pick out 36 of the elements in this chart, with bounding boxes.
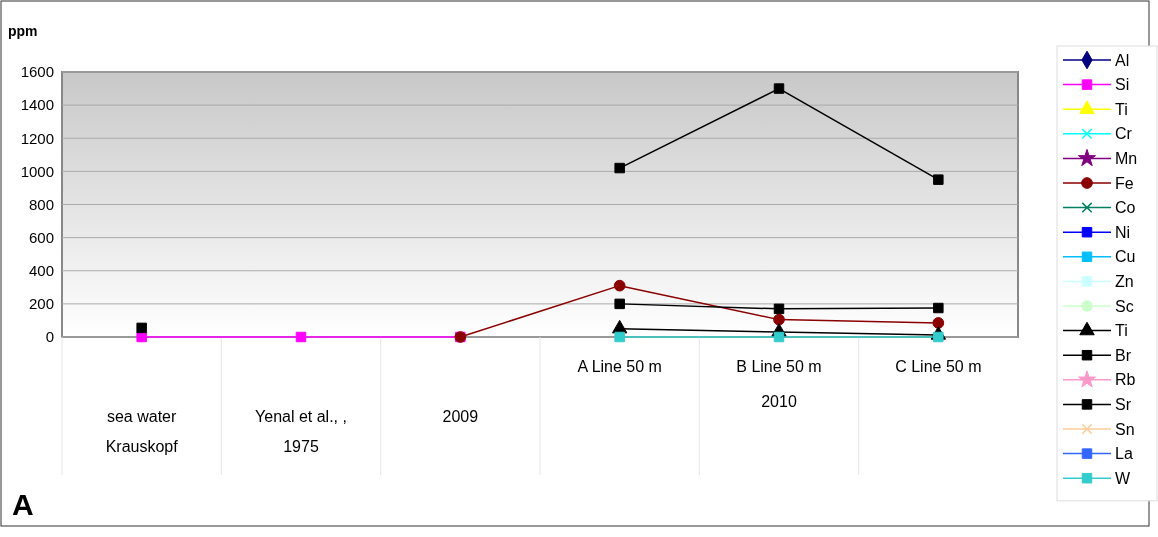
legend-label: Ti <box>1115 322 1128 340</box>
y-tick-label: 1200 <box>20 129 54 147</box>
x-tick-label: 2009 <box>442 408 479 425</box>
x-tick-label: sea water Krauskopf <box>105 408 179 455</box>
x-tick-label: B Line 50 m <box>736 358 822 375</box>
legend-label: Mn <box>1115 150 1138 167</box>
x-tick-label: C Line 50 m <box>895 358 982 375</box>
y-tick-label: 800 <box>28 195 54 213</box>
legend-label: Al <box>1115 51 1130 69</box>
y-tick-label: 400 <box>28 262 54 279</box>
legend-label: Zn <box>1115 273 1134 290</box>
y-axis-title: ppm <box>8 23 38 39</box>
legend-label: Ni <box>1115 223 1131 241</box>
legend-label: Sn <box>1115 420 1135 438</box>
legend-label: La <box>1115 445 1133 463</box>
legend-label: Br <box>1115 346 1132 364</box>
x-tick-label: Yenal et al., , 1975 <box>255 408 347 455</box>
x-tick-label: A Line 50 m <box>577 358 662 375</box>
legend-label: Ti <box>1115 100 1128 118</box>
text: A <box>12 488 34 521</box>
legend-label: Fe <box>1115 174 1134 192</box>
y-tick-label: 1000 <box>20 162 54 180</box>
legend-label: Sc <box>1115 297 1134 315</box>
legend-label: Sr <box>1115 396 1132 413</box>
legend-label: Co <box>1115 199 1136 217</box>
legend-label: Cr <box>1115 125 1133 143</box>
y-tick-label: 200 <box>28 295 54 313</box>
legend-label: Rb <box>1115 371 1136 389</box>
legend-label: Si <box>1115 76 1130 94</box>
legend-label: W <box>1115 469 1131 487</box>
text: 2010 <box>761 393 797 410</box>
legend-label: Cu <box>1115 248 1136 266</box>
y-tick-label: 0 <box>45 328 54 346</box>
y-tick-label: 1400 <box>20 96 54 114</box>
y-tick-label: 1600 <box>20 63 54 81</box>
y-tick-label: 600 <box>28 228 54 246</box>
